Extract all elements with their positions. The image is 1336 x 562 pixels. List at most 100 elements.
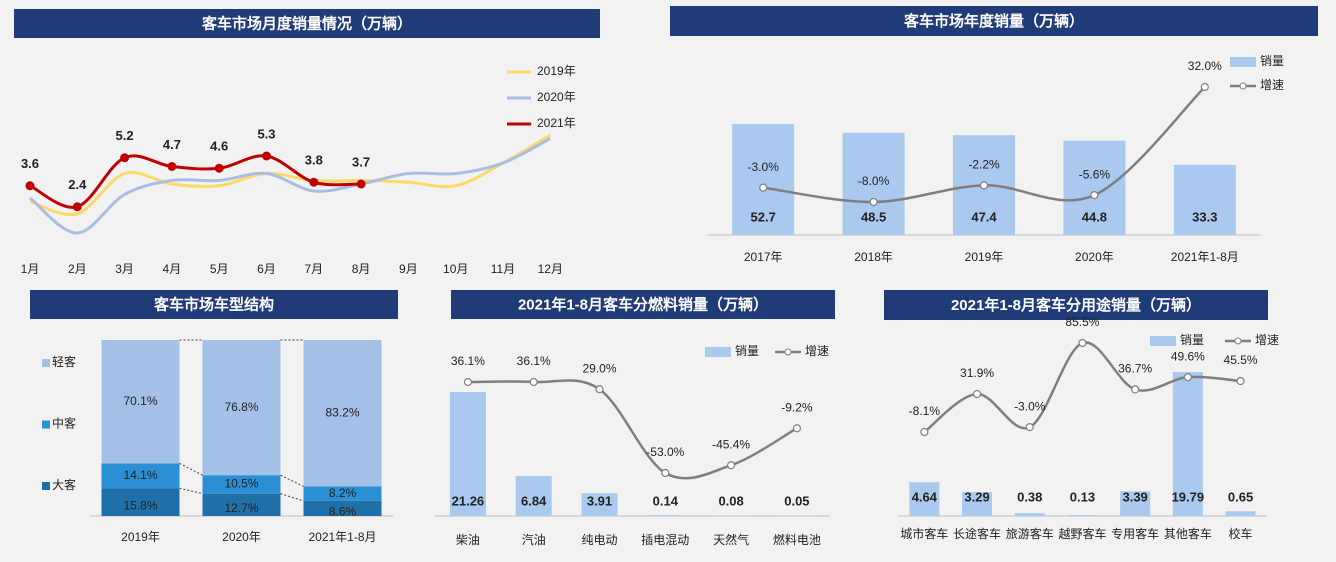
data-label: 31.9% — [960, 366, 994, 380]
bar — [515, 476, 552, 516]
chart-title: 客车市场月度销量情况（万辆） — [201, 14, 412, 32]
data-label: 19.79 — [1172, 489, 1205, 504]
data-label: 36.1% — [517, 354, 551, 368]
legend-swatch — [42, 420, 50, 429]
bar — [1014, 513, 1045, 516]
legend-label: 增速 — [1260, 78, 1284, 92]
bar-segment — [202, 493, 281, 516]
x-tick-label: 2018年 — [854, 250, 893, 264]
legend-label: 增速 — [1255, 333, 1279, 347]
x-tick-label: 2021年1-8月 — [308, 530, 376, 544]
legend-label: 2020年 — [537, 90, 576, 104]
x-tick-label: 天然气 — [713, 532, 749, 547]
bar — [909, 482, 940, 516]
legend-label: 2021年 — [537, 116, 576, 130]
legend-label: 2019年 — [537, 64, 576, 78]
legend-dot — [1239, 82, 1247, 90]
data-label: 85.5% — [1065, 315, 1099, 329]
point — [979, 181, 989, 190]
point — [759, 183, 768, 192]
point — [463, 377, 472, 387]
legend-label: 销量 — [1180, 333, 1204, 347]
title-bar — [670, 6, 1318, 36]
data-label: 4.7 — [163, 137, 181, 152]
data-label: 0.08 — [718, 493, 743, 508]
data-label: 3.7 — [352, 154, 370, 169]
chart-title: 客车市场车型结构 — [153, 295, 274, 313]
data-label: 29.0% — [582, 361, 616, 375]
x-tick-label: 其他客车 — [1164, 526, 1212, 541]
data-label: 10.5% — [224, 477, 258, 491]
data-label: 0.14 — [653, 493, 679, 508]
point — [356, 179, 366, 189]
data-label: -2.2% — [968, 157, 1000, 171]
bar-segment — [303, 500, 382, 516]
x-tick-label: 校车 — [1229, 526, 1253, 541]
point — [1078, 338, 1087, 348]
point — [1090, 191, 1099, 200]
data-label: 70.1% — [123, 394, 157, 408]
bar-segment — [303, 340, 382, 487]
x-tick-label: 1月 — [21, 262, 40, 276]
point — [1183, 373, 1192, 382]
bar-segment — [101, 463, 180, 489]
point — [214, 163, 224, 173]
title-bar — [451, 290, 835, 319]
data-label: 3.29 — [964, 489, 989, 504]
x-tick-label: 纯电动 — [581, 533, 617, 547]
x-tick-label: 柴油 — [456, 533, 480, 547]
point — [309, 177, 319, 187]
point — [726, 461, 736, 470]
data-label: 4.64 — [912, 489, 938, 504]
bar — [1173, 164, 1236, 235]
data-label: 52.7 — [751, 209, 776, 224]
legend-dot — [1234, 337, 1242, 345]
x-tick-label: 10月 — [443, 262, 468, 276]
growth-line — [467, 379, 798, 480]
point — [120, 153, 130, 163]
x-tick-label: 2019年 — [965, 250, 1004, 264]
data-label: 45.5% — [1224, 353, 1258, 367]
x-tick-label: 2月 — [68, 262, 87, 276]
bar — [1172, 372, 1203, 516]
point — [1200, 82, 1209, 92]
data-label: 14.1% — [123, 468, 157, 482]
data-label: 4.6 — [210, 139, 228, 154]
data-label: -3.0% — [748, 160, 780, 174]
bar — [581, 493, 618, 516]
bar — [1225, 511, 1256, 516]
data-label: 0.05 — [784, 493, 809, 508]
legend-dot — [784, 348, 792, 356]
legend-swatch — [1150, 336, 1176, 346]
x-tick-label: 2020年 — [222, 530, 261, 544]
bar — [1120, 491, 1151, 516]
data-label: -53.0% — [646, 445, 684, 459]
connector — [280, 493, 304, 502]
legend-swatch — [42, 482, 50, 490]
bar — [962, 492, 993, 516]
data-label: -3.0% — [1014, 399, 1046, 413]
legend-label: 中客 — [52, 416, 76, 431]
legend-label: 销量 — [735, 344, 759, 358]
x-tick-label: 12月 — [538, 262, 563, 276]
bar — [732, 124, 795, 235]
title-bar — [884, 290, 1268, 320]
data-label: 83.2% — [325, 405, 359, 419]
bar — [647, 515, 684, 516]
point — [972, 389, 982, 399]
title-bar — [14, 9, 600, 38]
point — [167, 162, 177, 171]
data-label: 3.8 — [305, 153, 323, 168]
bar — [842, 132, 905, 235]
bar-segment — [303, 486, 382, 501]
data-label: 32.0% — [1188, 59, 1222, 73]
data-label: 3.39 — [1122, 489, 1147, 504]
legend-label: 轻客 — [52, 354, 76, 369]
x-tick-label: 2021年1-8月 — [1171, 250, 1239, 264]
x-tick-label: 燃料电池 — [773, 532, 821, 547]
chart-title: 2021年1-8月客车分燃料销量（万辆） — [518, 295, 768, 313]
chart-title: 客车市场年度销量（万辆） — [903, 12, 1084, 30]
data-label: 15.8% — [123, 498, 157, 512]
data-label: 12.7% — [224, 501, 258, 515]
x-tick-label: 汽油 — [522, 532, 546, 547]
